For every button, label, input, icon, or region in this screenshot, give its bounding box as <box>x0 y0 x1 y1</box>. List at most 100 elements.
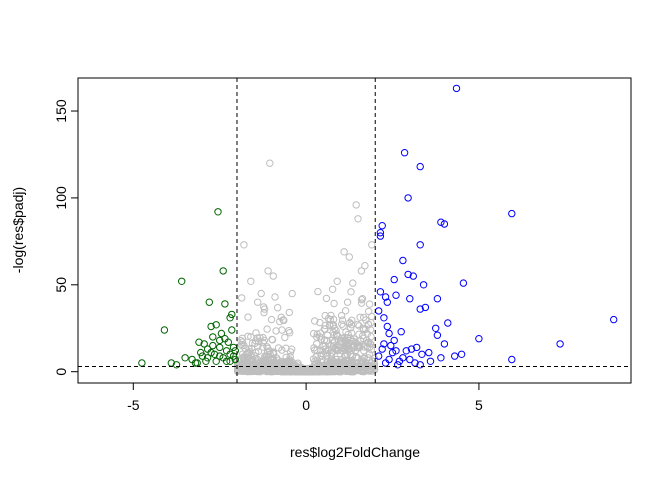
point-nonsignificant <box>357 299 366 307</box>
point-nonsignificant <box>263 325 271 333</box>
point-up <box>400 149 409 157</box>
point-nonsignificant <box>281 365 290 373</box>
point-nonsignificant <box>360 354 368 362</box>
point-nonsignificant <box>266 159 274 167</box>
y-axis-label: -log(res$padj) <box>10 187 26 273</box>
point-up <box>388 348 397 357</box>
point-nonsignificant <box>334 332 342 340</box>
point-down <box>216 352 224 360</box>
point-up <box>437 218 445 226</box>
point-up <box>385 329 393 338</box>
point-nonsignificant <box>362 325 370 333</box>
y-tick-label: 0 <box>53 368 69 376</box>
point-nonsignificant <box>329 357 338 366</box>
point-up <box>407 345 416 353</box>
point-nonsignificant <box>321 325 329 333</box>
point-nonsignificant <box>311 317 319 325</box>
point-nonsignificant <box>238 294 246 302</box>
point-up <box>610 315 618 324</box>
point-nonsignificant <box>238 350 247 358</box>
point-up <box>397 328 405 336</box>
point-up <box>402 347 410 355</box>
point-nonsignificant <box>281 333 289 342</box>
point-nonsignificant <box>328 336 336 344</box>
point-nonsignificant <box>259 343 267 351</box>
point-nonsignificant <box>342 363 350 371</box>
point-nonsignificant <box>363 343 372 352</box>
point-down <box>195 338 203 346</box>
point-nonsignificant <box>365 350 374 358</box>
point-nonsignificant <box>284 363 292 371</box>
point-nonsignificant <box>343 298 352 306</box>
point-up <box>508 355 516 364</box>
point-nonsignificant <box>353 366 361 374</box>
point-up <box>387 341 395 350</box>
point-up <box>425 348 433 357</box>
point-nonsignificant <box>347 366 356 375</box>
point-down <box>226 357 234 365</box>
point-nonsignificant <box>256 334 264 342</box>
point-up <box>376 229 385 237</box>
point-nonsignificant <box>244 332 252 340</box>
point-nonsignificant <box>357 267 366 275</box>
point-up <box>432 324 440 332</box>
point-down <box>172 361 181 369</box>
point-down <box>202 357 210 365</box>
point-nonsignificant <box>263 355 271 364</box>
point-nonsignificant <box>333 277 341 285</box>
point-nonsignificant <box>260 308 268 317</box>
point-up <box>426 357 435 365</box>
point-nonsignificant <box>352 201 360 209</box>
point-down <box>207 348 215 357</box>
point-nonsignificant <box>349 279 357 287</box>
point-nonsignificant <box>346 319 354 327</box>
point-down <box>209 333 217 341</box>
point-nonsignificant <box>286 329 294 337</box>
point-nonsignificant <box>344 339 352 347</box>
point-down <box>216 343 224 352</box>
point-nonsignificant <box>316 333 324 341</box>
point-nonsignificant <box>251 355 259 363</box>
x-tick-label: 0 <box>302 397 310 413</box>
point-up <box>390 275 398 284</box>
point-nonsignificant <box>285 308 293 317</box>
point-down <box>205 298 214 306</box>
point-nonsignificant <box>254 298 262 306</box>
point-nonsignificant <box>247 333 255 341</box>
point-up <box>416 241 424 249</box>
point-nonsignificant <box>269 348 277 357</box>
point-down <box>212 321 220 329</box>
point-nonsignificant <box>272 327 280 335</box>
nonsignificant-points <box>234 159 379 376</box>
point-up <box>378 222 386 230</box>
y-tick-label: 50 <box>53 277 69 293</box>
point-up <box>419 281 428 289</box>
point-nonsignificant <box>271 293 279 301</box>
point-nonsignificant <box>316 318 324 327</box>
point-nonsignificant <box>339 322 347 330</box>
point-down <box>217 329 226 338</box>
point-nonsignificant <box>288 289 296 298</box>
point-nonsignificant <box>361 262 369 270</box>
point-nonsignificant <box>321 345 330 353</box>
point-nonsignificant <box>254 347 263 356</box>
point-nonsignificant <box>338 334 346 342</box>
point-nonsignificant <box>368 241 376 249</box>
point-up <box>383 322 391 331</box>
point-nonsignificant <box>357 367 365 375</box>
point-nonsignificant <box>358 295 367 303</box>
point-up <box>385 355 393 364</box>
point-up <box>406 355 414 364</box>
point-down <box>197 348 205 357</box>
y-tick-label: 150 <box>53 99 69 123</box>
point-nonsignificant <box>309 367 318 375</box>
point-up <box>380 314 388 322</box>
point-up <box>376 232 385 240</box>
point-nonsignificant <box>347 324 355 332</box>
point-up <box>433 331 442 339</box>
point-nonsignificant <box>355 322 363 330</box>
point-nonsignificant <box>331 365 339 374</box>
threshold-lines <box>78 78 631 383</box>
